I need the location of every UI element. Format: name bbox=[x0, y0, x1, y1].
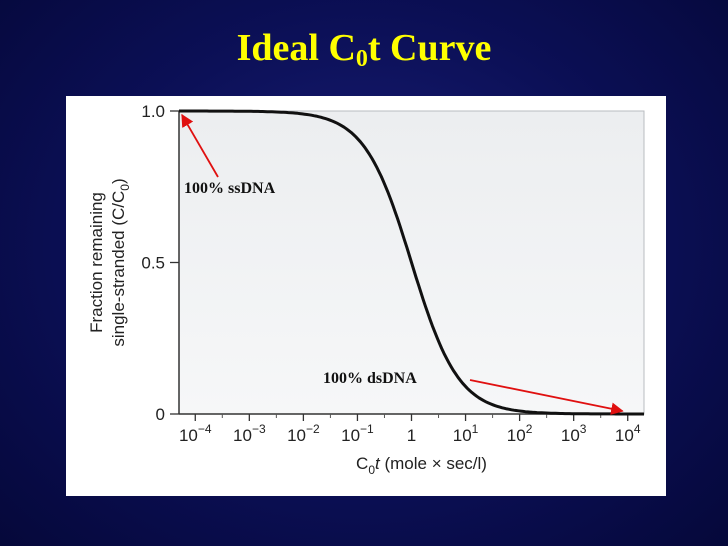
x-tick-label: 101 bbox=[453, 422, 479, 445]
y-tick-label: 0 bbox=[156, 405, 165, 424]
x-tick-label: 103 bbox=[561, 422, 587, 445]
annotation-dsdna: 100% dsDNA bbox=[323, 370, 417, 387]
slide-title-subscript: 0 bbox=[355, 46, 368, 72]
figure-panel: 10−4 10−3 10−2 10−1 1 101 102 103 104 0 0.5 1.0 C0t … bbox=[66, 96, 666, 496]
x-tick-label: 10−4 bbox=[179, 422, 212, 445]
y-axis-title-line2: single-stranded (C/C0) bbox=[109, 178, 132, 346]
annotation-arrow-dsdna bbox=[469, 379, 624, 415]
y-axis-title-line1: Fraction remaining bbox=[87, 192, 106, 333]
series-curve bbox=[179, 109, 644, 416]
x-tick-label: 104 bbox=[615, 422, 641, 445]
annotation-arrow-ssdna bbox=[181, 113, 219, 178]
x-tick-label: 10−2 bbox=[287, 422, 320, 445]
cot-chart: 10−4 10−3 10−2 10−1 1 101 102 103 104 0 0.5 1.0 C0t … bbox=[66, 96, 666, 496]
y-tick-label: 1.0 bbox=[141, 102, 165, 121]
slide-title: Ideal C0t Curve bbox=[0, 26, 728, 73]
x-tick-label: 10−3 bbox=[233, 422, 266, 445]
slide-title-end: t Curve bbox=[367, 27, 492, 69]
x-tick-label: 1 bbox=[407, 426, 416, 445]
x-tick-label: 10−1 bbox=[341, 422, 374, 445]
x-axis-title: C0t (mole × sec/l) bbox=[356, 454, 487, 477]
slide-title-main: Ideal C bbox=[236, 27, 356, 69]
x-tick-label: 102 bbox=[507, 422, 533, 445]
y-tick-label: 0.5 bbox=[141, 254, 165, 273]
annotation-ssdna: 100% ssDNA bbox=[184, 180, 276, 197]
